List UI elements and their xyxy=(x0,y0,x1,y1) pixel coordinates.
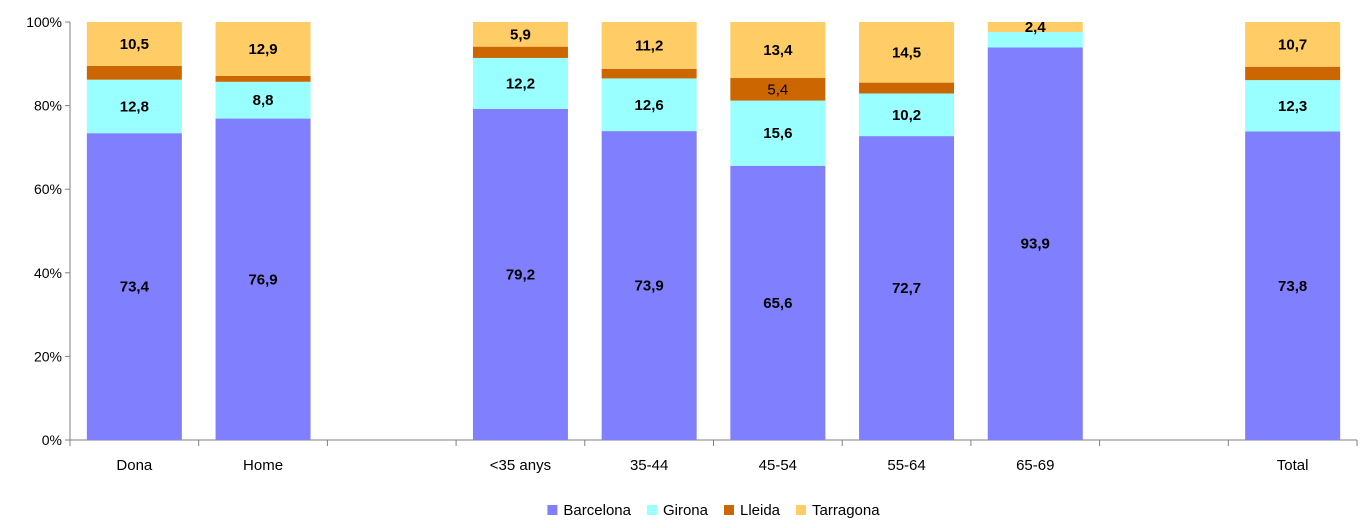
data-label: 76,9 xyxy=(248,271,277,288)
bar-segment-barcelona xyxy=(601,131,697,440)
data-label: 5,9 xyxy=(510,26,531,43)
data-label: 2,4 xyxy=(1025,19,1047,36)
data-label: 73,4 xyxy=(120,279,150,296)
y-tick-label: 0% xyxy=(42,432,62,448)
legend-label: Barcelona xyxy=(563,502,631,519)
x-category-label: 45-54 xyxy=(759,457,797,474)
data-label: 13,4 xyxy=(763,42,793,59)
legend-label: Girona xyxy=(663,502,709,519)
data-label: 65,6 xyxy=(763,295,792,312)
x-category-label: Dona xyxy=(116,457,153,474)
bar-segment-tarragona xyxy=(601,22,697,69)
data-label: 12,2 xyxy=(506,75,535,92)
bar-segment-lleida xyxy=(86,65,182,80)
legend-label: Lleida xyxy=(740,502,781,519)
data-label: 11,2 xyxy=(635,37,663,54)
x-category-label: 55-64 xyxy=(887,457,925,474)
bar-segment-girona xyxy=(730,100,826,166)
x-category-label: Home xyxy=(243,457,283,474)
data-label: 73,8 xyxy=(1278,278,1307,295)
y-tick-label: 80% xyxy=(34,98,62,114)
data-label: 93,9 xyxy=(1021,236,1050,253)
bar-segment-lleida xyxy=(215,75,311,82)
legend-label: Tarragona xyxy=(812,502,880,519)
legend-swatch-lleida xyxy=(723,505,734,515)
data-label: 72,7 xyxy=(892,280,921,297)
bar-segment-barcelona xyxy=(86,133,182,441)
axes: 0% 20% 40% 60% 80% 100% Dona Home <35 anys 35-44 4… xyxy=(26,14,1358,474)
legend: Barcelona Girona Lleida Tarragona xyxy=(547,502,880,519)
x-category-label: Total xyxy=(1277,457,1309,474)
bar-segment-girona xyxy=(601,78,697,132)
y-tick-label: 20% xyxy=(34,348,62,364)
bar-segment-tarragona xyxy=(730,22,826,79)
bar-segment-barcelona xyxy=(987,47,1083,441)
bar-segment-tarragona xyxy=(987,22,1083,33)
bar-segment-lleida xyxy=(1245,66,1341,81)
bar-segment-lleida xyxy=(472,46,568,58)
legend-swatch-girona xyxy=(646,505,657,515)
data-label: 12,8 xyxy=(120,98,149,115)
bar-segment-tarragona xyxy=(472,22,568,47)
y-tick-label: 40% xyxy=(34,265,62,281)
data-label: 14,5 xyxy=(892,44,921,61)
bar-segment-lleida xyxy=(601,68,697,79)
bar-segment-girona xyxy=(859,93,955,137)
bar-segment-barcelona xyxy=(859,136,955,440)
bar-segment-barcelona xyxy=(472,108,568,440)
bar-segment-girona xyxy=(1245,80,1341,132)
data-label: 5,4 xyxy=(767,81,788,98)
bar-segment-tarragona xyxy=(859,22,955,83)
x-category-label: 35-44 xyxy=(630,457,668,474)
bar-segment-girona xyxy=(215,81,311,119)
data-label: 8,8 xyxy=(253,92,274,109)
legend-swatch-barcelona xyxy=(547,505,558,515)
data-label: 12,9 xyxy=(248,41,277,58)
x-category-label: <35 anys xyxy=(490,457,551,474)
bar-segment-lleida xyxy=(730,78,826,101)
data-label: 10,7 xyxy=(1278,36,1307,53)
x-category-label: 65-69 xyxy=(1016,457,1054,474)
legend-swatch-tarragona xyxy=(796,505,807,515)
y-tick-label: 60% xyxy=(34,181,62,197)
data-label: 79,2 xyxy=(506,266,535,283)
bar-segment-girona xyxy=(987,32,1083,48)
data-label: 73,9 xyxy=(635,278,664,295)
data-labels: 73,4 12,8 10,5 76,9 8,8 12,9 79,2 12,2 5,9 73,9 12… xyxy=(120,19,1308,312)
data-label: 12,6 xyxy=(635,97,664,114)
bar-segment-girona xyxy=(472,57,568,109)
bar-segment-barcelona xyxy=(730,165,826,441)
data-label: 15,6 xyxy=(763,125,792,142)
bar-segment-barcelona xyxy=(1245,131,1341,441)
y-tick-label: 100% xyxy=(26,14,62,30)
data-label: 10,2 xyxy=(892,107,921,124)
data-label: 10,5 xyxy=(120,36,149,53)
bar-segment-tarragona xyxy=(1245,22,1341,67)
bar-segment-lleida xyxy=(859,82,955,94)
bar-segment-tarragona xyxy=(86,22,182,66)
bar-segment-barcelona xyxy=(215,118,311,441)
data-label: 12,3 xyxy=(1278,98,1307,115)
bar-segment-girona xyxy=(86,79,182,134)
bars xyxy=(86,22,1341,441)
bar-segment-tarragona xyxy=(215,22,311,76)
